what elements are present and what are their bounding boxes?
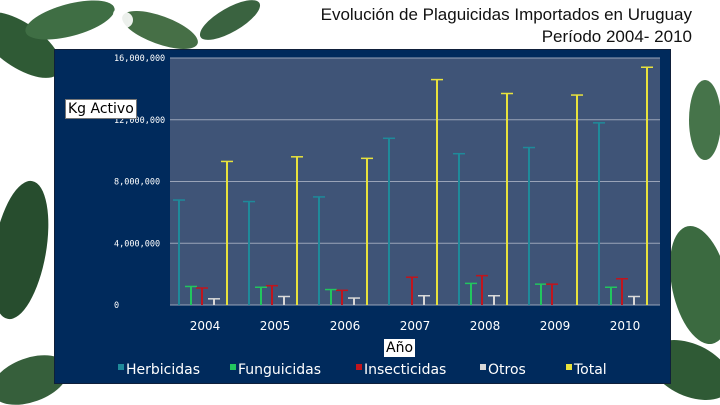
legend-swatch-funguicidas: [230, 364, 236, 370]
legend-swatch-insecticidas: [356, 364, 362, 370]
y-tick-label: 16,000,000: [114, 54, 165, 64]
legend-swatch-otros: [480, 364, 486, 370]
legend-label-insecticidas: Insecticidas: [364, 362, 446, 378]
y-tick-label: 0: [114, 301, 119, 311]
legend-label-herbicidas: Herbicidas: [126, 362, 200, 378]
legend-label-funguicidas: Funguicidas: [238, 362, 321, 378]
x-tick-label: 2008: [470, 319, 501, 333]
slide-title: Evolución de Plaguicidas Importados en U…: [321, 4, 692, 48]
legend-swatch-total: [566, 364, 572, 370]
x-axis-title: Año: [384, 339, 416, 357]
x-tick-label: 2004: [190, 319, 221, 333]
slide-title-line2: Período 2004- 2010: [541, 27, 692, 46]
x-tick-label: 2007: [400, 319, 431, 333]
x-tick-label: 2009: [540, 319, 571, 333]
x-tick-label: 2005: [260, 319, 291, 333]
x-tick-label: 2010: [610, 319, 641, 333]
legend-swatch-herbicidas: [118, 364, 124, 370]
legend-label-total: Total: [573, 362, 607, 378]
y-tick-label: 8,000,000: [114, 178, 160, 188]
x-tick-label: 2006: [330, 319, 361, 333]
y-axis-title: Kg Activo: [65, 99, 137, 119]
y-tick-label: 12,000,000: [114, 116, 165, 126]
legend-label-otros: Otros: [488, 362, 526, 378]
y-tick-label: 4,000,000: [114, 239, 160, 249]
slide-title-line1: Evolución de Plaguicidas Importados en U…: [320, 5, 692, 24]
